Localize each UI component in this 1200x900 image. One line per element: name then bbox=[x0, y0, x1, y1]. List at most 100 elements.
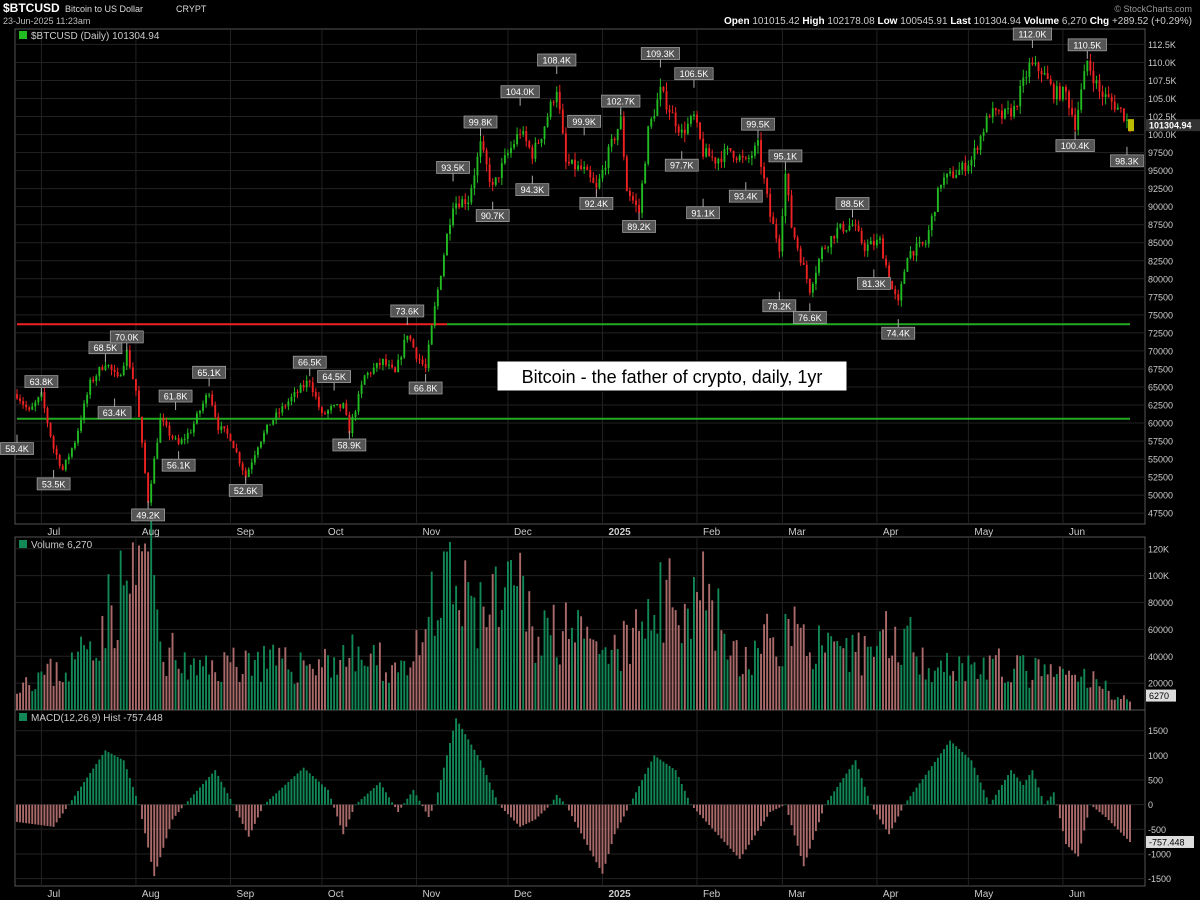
trough-label: 58.9K bbox=[338, 440, 362, 450]
volume-bar bbox=[833, 641, 836, 710]
volume-bar bbox=[814, 663, 817, 710]
macd-hist-bar bbox=[839, 782, 842, 805]
macd-hist-bar bbox=[266, 801, 268, 805]
volume-bar bbox=[266, 668, 268, 710]
macd-hist-bar bbox=[500, 804, 503, 808]
candle-body bbox=[1065, 87, 1067, 92]
macd-hist-bar bbox=[854, 760, 857, 805]
candle-body bbox=[891, 281, 894, 290]
macd-hist-bar bbox=[632, 798, 634, 805]
volume-bar bbox=[452, 604, 454, 710]
volume-bar bbox=[500, 609, 503, 710]
extrema-label-box bbox=[500, 85, 540, 99]
volume-bar bbox=[1049, 664, 1052, 710]
price-legend: $BTCUSD (Daily) 101304.94 bbox=[31, 31, 160, 42]
volume-bar bbox=[1071, 675, 1074, 710]
macd-hist-bar bbox=[159, 804, 162, 858]
macd-hist-bar bbox=[894, 804, 897, 823]
macd-hist-bar bbox=[717, 804, 720, 836]
macd-hist-bar bbox=[400, 804, 403, 808]
extrema-label-box bbox=[674, 67, 714, 81]
trough-label: 81.3K bbox=[862, 279, 886, 289]
candle-body bbox=[595, 182, 598, 188]
macd-hist-bar bbox=[586, 804, 589, 845]
volume-bar bbox=[839, 646, 842, 710]
volume-bar bbox=[1061, 668, 1064, 710]
volume-bar bbox=[22, 682, 25, 710]
volume-bar bbox=[933, 670, 936, 710]
candle-body bbox=[586, 166, 589, 170]
extrema-label-box bbox=[622, 220, 656, 233]
volume-bar bbox=[662, 642, 665, 710]
candle-body bbox=[635, 200, 637, 206]
macd-hist-bar bbox=[250, 804, 253, 831]
volume-bar bbox=[235, 666, 238, 710]
macd-hist-bar bbox=[348, 804, 351, 820]
candle-body bbox=[229, 433, 232, 441]
volume-bar bbox=[674, 610, 677, 710]
macd-hist-bar bbox=[619, 804, 622, 823]
peak-label: 64.5K bbox=[322, 372, 346, 382]
volume-bar bbox=[354, 671, 357, 710]
volume-bar bbox=[741, 674, 744, 710]
candle-body bbox=[302, 385, 305, 388]
candle-body bbox=[866, 244, 869, 251]
x-tick-label: 2025 bbox=[608, 889, 631, 900]
candle-body bbox=[955, 175, 958, 178]
candle-body bbox=[269, 424, 272, 426]
volume-bar bbox=[915, 656, 918, 710]
volume-bar bbox=[89, 641, 92, 710]
volume-bar bbox=[757, 648, 759, 710]
trough-label: 49.2K bbox=[136, 510, 160, 520]
volume-bar bbox=[400, 660, 403, 710]
macd-hist-bar bbox=[58, 804, 61, 818]
candle-body bbox=[961, 162, 964, 170]
macd-hist-bar bbox=[433, 804, 436, 806]
macd-hist-bar bbox=[89, 773, 92, 805]
candle-body bbox=[644, 163, 647, 184]
volume-bar bbox=[372, 644, 375, 710]
candle-body bbox=[1089, 60, 1092, 71]
volume-bar bbox=[930, 682, 933, 710]
peak-label: 88.5K bbox=[841, 199, 865, 209]
extrema-label-box bbox=[332, 438, 367, 452]
x-tick-label: Sep bbox=[236, 889, 254, 900]
candle-body bbox=[299, 385, 302, 393]
macd-hist-bar bbox=[763, 804, 766, 822]
volume-bar bbox=[259, 681, 262, 710]
candle-body bbox=[985, 116, 988, 132]
macd-hist-bar bbox=[1040, 796, 1043, 805]
macd-hist-bar bbox=[351, 804, 354, 813]
macd-hist-bar bbox=[567, 804, 570, 811]
candle-body bbox=[1119, 107, 1122, 109]
volume-bar bbox=[845, 637, 848, 710]
macd-hist-bar bbox=[281, 787, 284, 805]
candle-body bbox=[997, 110, 1000, 112]
macd-hist-bar bbox=[796, 804, 799, 846]
macd-hist-bar bbox=[272, 796, 275, 805]
candle-body bbox=[320, 407, 323, 413]
volume-bar bbox=[635, 609, 637, 710]
candle-body bbox=[650, 118, 653, 127]
volume-bar bbox=[988, 655, 991, 710]
macd-hist-bar bbox=[903, 804, 906, 806]
candle-body bbox=[95, 376, 98, 382]
macd-hist-bar bbox=[821, 804, 823, 814]
macd-y-tick-label: 1500 bbox=[1148, 726, 1168, 736]
volume-bar bbox=[476, 648, 479, 710]
current-price-label: 101304.94 bbox=[1149, 121, 1192, 131]
volume-bar bbox=[885, 611, 888, 710]
volume-bar bbox=[564, 602, 567, 710]
volume-bar bbox=[689, 638, 692, 710]
volume-bar bbox=[1010, 682, 1013, 710]
macd-hist-bar bbox=[564, 804, 567, 806]
peak-label: 93.5K bbox=[441, 163, 465, 173]
candle-body bbox=[144, 442, 147, 473]
macd-hist-bar bbox=[699, 804, 701, 815]
candle-body bbox=[656, 99, 659, 116]
volume-bar bbox=[531, 626, 534, 710]
macd-hist-bar bbox=[327, 789, 329, 805]
macd-hist-bar bbox=[955, 746, 958, 805]
candle-body bbox=[821, 247, 823, 260]
